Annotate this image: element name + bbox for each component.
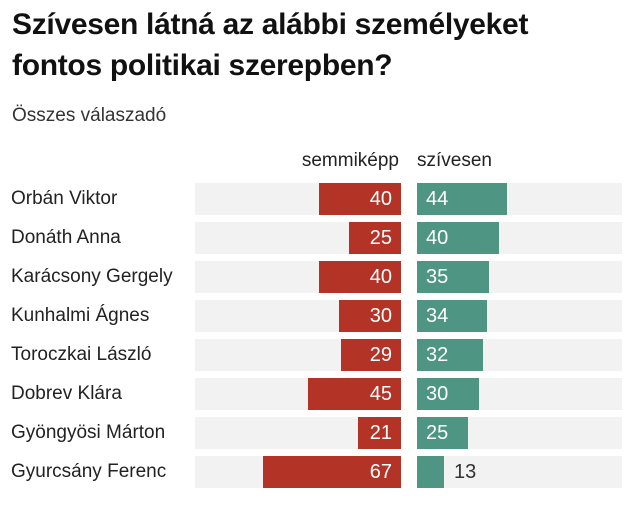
chart-row: Orbán Viktor 40 44 [0, 183, 640, 215]
positive-bar: 35 [417, 261, 489, 293]
negative-bar-track: 67 [195, 456, 401, 488]
row-name-label: Orbán Viktor [11, 188, 118, 209]
column-header-positive: szívesen [417, 150, 492, 171]
positive-bar: 30 [417, 378, 479, 410]
chart-row: Karácsony Gergely 40 35 [0, 261, 640, 293]
positive-value-label-outside: 13 [454, 461, 477, 483]
column-headers: semmiképp szívesen [0, 150, 640, 174]
negative-bar-track: 21 [195, 417, 401, 449]
positive-value-label: 30 [426, 383, 449, 405]
positive-bar-track: 35 [417, 261, 622, 293]
positive-bar-track: 40 [417, 222, 622, 254]
positive-bar-track: 13 [417, 456, 622, 488]
positive-bar-track: 34 [417, 300, 622, 332]
negative-value-label: 25 [369, 227, 392, 249]
negative-bar: 67 [263, 456, 401, 488]
positive-bar: 44 [417, 183, 507, 215]
negative-value-label: 45 [369, 383, 392, 405]
negative-bar-track: 25 [195, 222, 401, 254]
negative-bar-track: 40 [195, 183, 401, 215]
negative-value-label: 40 [369, 188, 392, 210]
negative-bar: 30 [339, 300, 401, 332]
chart-row: Donáth Anna 25 40 [0, 222, 640, 254]
row-name-label: Toroczkai László [11, 344, 152, 365]
row-name-label: Gyöngyösi Márton [11, 422, 166, 443]
chart-row: Toroczkai László 29 32 [0, 339, 640, 371]
negative-value-label: 67 [369, 461, 392, 483]
positive-bar: 32 [417, 339, 483, 371]
row-name-label: Karácsony Gergely [11, 266, 173, 287]
negative-bar: 21 [358, 417, 401, 449]
chart-rows: Orbán Viktor 40 44 Donáth Anna 25 40 Kar… [0, 183, 640, 495]
negative-bar: 25 [349, 222, 401, 254]
positive-value-label: 32 [426, 344, 449, 366]
row-name-label: Dobrev Klára [11, 383, 122, 404]
positive-bar-track: 25 [417, 417, 622, 449]
chart-subtitle: Összes válaszadó [12, 105, 167, 126]
negative-bar: 40 [319, 261, 401, 293]
positive-bar: 40 [417, 222, 499, 254]
row-name-label: Kunhalmi Ágnes [11, 305, 150, 326]
negative-bar: 29 [341, 339, 401, 371]
negative-bar-track: 30 [195, 300, 401, 332]
negative-value-label: 40 [369, 266, 392, 288]
negative-value-label: 29 [369, 344, 392, 366]
positive-value-label: 44 [426, 188, 449, 210]
positive-value-label: 40 [426, 227, 449, 249]
negative-value-label: 30 [369, 305, 392, 327]
positive-bar-track: 32 [417, 339, 622, 371]
positive-value-label: 35 [426, 266, 449, 288]
negative-bar: 45 [308, 378, 401, 410]
column-header-negative: semmiképp [301, 150, 399, 171]
positive-value-label: 34 [426, 305, 449, 327]
chart-row: Gyöngyösi Márton 21 25 [0, 417, 640, 449]
positive-bar: 34 [417, 300, 487, 332]
chart-row: Gyurcsány Ferenc 67 13 [0, 456, 640, 488]
positive-bar-track: 44 [417, 183, 622, 215]
positive-value-label: 25 [426, 422, 449, 444]
chart-row: Kunhalmi Ágnes 30 34 [0, 300, 640, 332]
negative-bar-track: 45 [195, 378, 401, 410]
row-name-label: Donáth Anna [11, 227, 121, 248]
page-title: Szívesen látná az alábbi személyeket fon… [12, 8, 529, 82]
positive-bar-track: 30 [417, 378, 622, 410]
positive-bar [417, 456, 444, 488]
negative-value-label: 21 [369, 422, 392, 444]
negative-bar-track: 29 [195, 339, 401, 371]
row-name-label: Gyurcsány Ferenc [11, 461, 167, 482]
chart-row: Dobrev Klára 45 30 [0, 378, 640, 410]
positive-bar: 25 [417, 417, 468, 449]
negative-bar: 40 [319, 183, 401, 215]
negative-bar-track: 40 [195, 261, 401, 293]
